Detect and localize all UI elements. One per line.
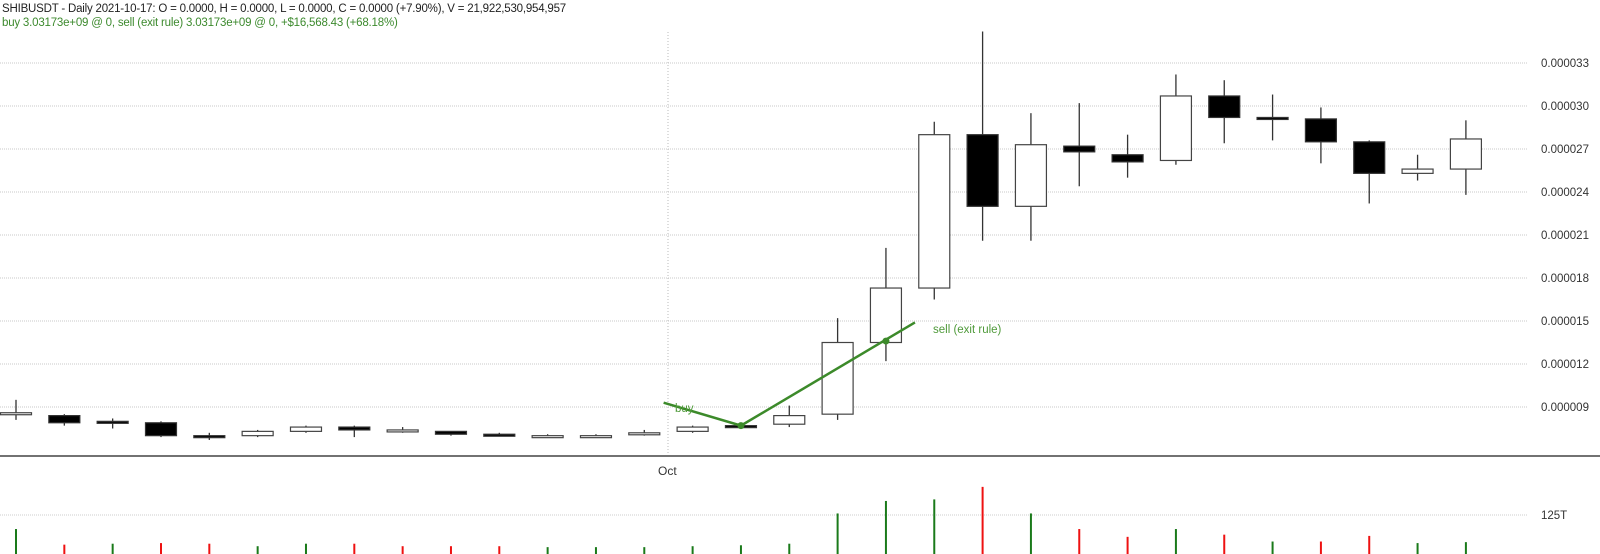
y-tick-label: 0.000015 bbox=[1541, 316, 1589, 328]
sell-label: sell (exit rule) bbox=[933, 324, 1002, 336]
candle bbox=[434, 430, 468, 436]
y-tick-label: 0.000033 bbox=[1541, 58, 1589, 70]
candle bbox=[579, 434, 613, 439]
y-tick-label: 0.000024 bbox=[1541, 187, 1590, 199]
candle bbox=[773, 405, 806, 428]
buy-line bbox=[663, 401, 742, 427]
candles bbox=[0, 31, 1483, 440]
candle bbox=[483, 432, 516, 437]
y-tick-label: 0.000012 bbox=[1541, 359, 1589, 371]
candle bbox=[1353, 140, 1386, 204]
candle bbox=[289, 425, 323, 433]
candle bbox=[144, 421, 178, 438]
candle bbox=[1208, 80, 1241, 144]
candle bbox=[676, 425, 709, 433]
candle bbox=[0, 399, 33, 420]
candle bbox=[966, 31, 999, 241]
price-axis: 0.000009 0.000012 0.000015 0.000018 0.000021… bbox=[1541, 58, 1590, 414]
y-tick-label: 0.000009 bbox=[1541, 402, 1589, 414]
candle bbox=[96, 418, 129, 429]
candle bbox=[531, 434, 564, 439]
candle bbox=[918, 121, 951, 300]
candle bbox=[338, 425, 371, 438]
y-tick-label: 0.000030 bbox=[1541, 101, 1589, 113]
candle bbox=[1449, 120, 1483, 195]
y-tick-label: 0.000021 bbox=[1541, 230, 1589, 242]
trade-marker bbox=[737, 422, 745, 430]
buy-label: buy bbox=[675, 403, 694, 415]
x-tick-oct: Oct bbox=[658, 464, 677, 478]
y-tick-label: 0.000018 bbox=[1541, 273, 1589, 285]
candle bbox=[1111, 134, 1144, 178]
candle bbox=[1014, 113, 1048, 241]
candle bbox=[628, 429, 661, 436]
volume-bars bbox=[15, 486, 1467, 554]
y-tick-label: 0.000027 bbox=[1541, 144, 1589, 156]
candle bbox=[241, 429, 274, 438]
chart-title-ohlc: SHIBUSDT - Daily 2021-10-17: O = 0.0000,… bbox=[2, 3, 567, 15]
candle bbox=[48, 414, 81, 426]
candle bbox=[1159, 74, 1193, 165]
candle bbox=[1063, 103, 1096, 187]
price-gridlines bbox=[0, 62, 1528, 408]
candle bbox=[1256, 94, 1289, 141]
trade-marker bbox=[882, 337, 890, 345]
candle bbox=[1304, 107, 1338, 164]
candle bbox=[1401, 154, 1434, 181]
candle bbox=[386, 427, 419, 433]
candle bbox=[193, 432, 226, 440]
trade-annotations bbox=[663, 321, 916, 430]
volume-axis-label: 125T bbox=[1541, 510, 1567, 522]
trade-summary: buy 3.03173e+09 @ 0, sell (exit rule) 3.… bbox=[2, 17, 398, 29]
